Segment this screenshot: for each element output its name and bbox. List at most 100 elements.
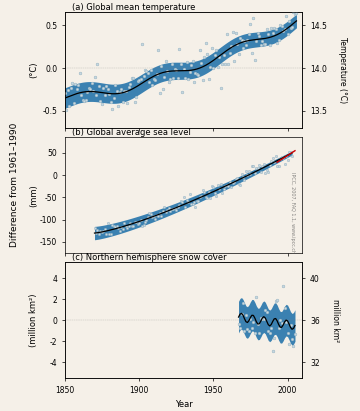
Point	[71, 100, 77, 106]
Point	[123, 223, 129, 230]
Point	[264, 308, 270, 315]
Point	[199, 192, 204, 199]
Point	[212, 189, 218, 196]
Point	[262, 41, 268, 48]
Point	[280, 155, 286, 161]
Point	[116, 103, 121, 110]
Point	[267, 330, 273, 337]
Point	[256, 162, 262, 168]
Point	[279, 23, 284, 29]
Point	[118, 86, 124, 92]
Point	[81, 98, 87, 104]
Point	[244, 172, 250, 178]
Point	[233, 176, 238, 183]
Point	[166, 205, 172, 211]
Point	[233, 30, 238, 37]
Point	[283, 153, 289, 159]
Point	[200, 186, 206, 193]
Point	[253, 164, 259, 171]
Point	[112, 82, 118, 88]
Point	[194, 71, 200, 77]
Point	[161, 74, 167, 80]
Point	[92, 225, 98, 232]
Point	[109, 106, 115, 113]
Point	[292, 10, 298, 17]
Point	[132, 219, 138, 225]
Point	[89, 80, 94, 86]
Point	[127, 81, 133, 88]
Point	[188, 201, 194, 208]
Point	[276, 36, 282, 43]
Point	[222, 61, 228, 68]
Point	[230, 180, 235, 187]
Point	[213, 193, 219, 200]
Point	[151, 213, 157, 219]
Point	[285, 31, 291, 37]
Point	[111, 223, 117, 230]
Point	[207, 194, 213, 201]
Point	[261, 40, 267, 47]
Point	[86, 85, 91, 91]
Point	[104, 231, 109, 237]
Point	[243, 312, 249, 319]
Point	[242, 176, 247, 183]
Y-axis label: Temperature (°C): Temperature (°C)	[338, 37, 347, 103]
Point	[105, 220, 111, 226]
Point	[258, 169, 264, 175]
Point	[240, 300, 246, 306]
Point	[114, 223, 120, 229]
Point	[66, 103, 72, 110]
Point	[160, 208, 166, 215]
Point	[166, 79, 172, 86]
Point	[255, 320, 261, 327]
Point	[282, 161, 288, 167]
Point	[176, 46, 182, 52]
Point	[133, 93, 139, 100]
Point	[102, 226, 108, 233]
Point	[109, 222, 115, 229]
Point	[80, 97, 86, 103]
Text: (mm): (mm)	[30, 184, 39, 207]
Point	[270, 154, 276, 161]
Point	[165, 68, 170, 74]
Point	[175, 204, 181, 210]
Point	[256, 33, 262, 39]
Point	[224, 182, 230, 189]
Point	[181, 66, 186, 72]
Point	[195, 198, 201, 204]
Point	[253, 293, 259, 300]
Point	[139, 222, 145, 229]
Point	[288, 321, 293, 328]
X-axis label: Year: Year	[175, 400, 193, 409]
Point	[117, 88, 123, 95]
Point	[264, 26, 270, 32]
Point	[289, 23, 295, 30]
Point	[243, 168, 249, 174]
Point	[286, 149, 292, 155]
Point	[240, 173, 246, 180]
Point	[213, 47, 219, 53]
Point	[100, 228, 106, 235]
Point	[251, 163, 256, 170]
Point	[100, 85, 106, 91]
Point	[242, 37, 247, 44]
Point	[190, 58, 195, 65]
Point	[167, 208, 173, 215]
Point	[289, 153, 295, 159]
Point	[273, 25, 279, 32]
Point	[178, 197, 184, 204]
Point	[264, 167, 270, 173]
Point	[236, 51, 242, 57]
Point	[255, 165, 261, 171]
Point	[170, 206, 176, 212]
Point	[75, 81, 81, 88]
Point	[74, 86, 80, 93]
Point	[176, 201, 182, 208]
Point	[225, 61, 231, 67]
Point	[78, 92, 84, 98]
Point	[93, 230, 99, 236]
Point	[161, 203, 167, 210]
Point	[237, 181, 243, 188]
Point	[200, 76, 206, 83]
Point	[231, 178, 237, 185]
